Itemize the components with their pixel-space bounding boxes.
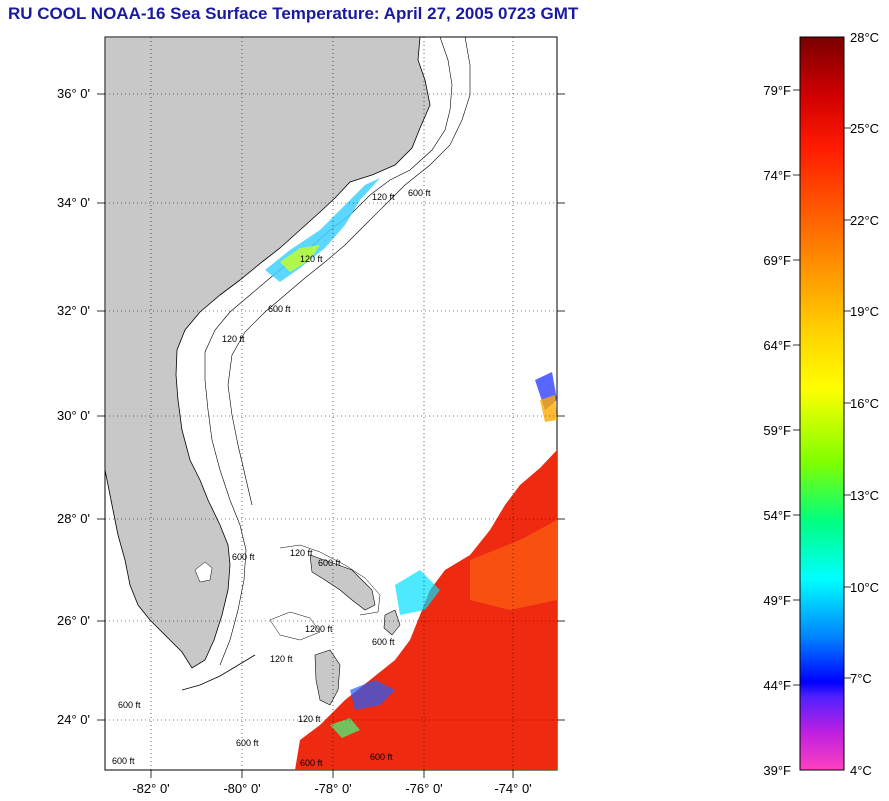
- depth-label: 600 ft: [112, 756, 135, 766]
- depth-label: 120 ft: [300, 254, 323, 264]
- depth-label: 600 ft: [300, 758, 323, 768]
- lat-label: 34° 0': [57, 195, 90, 210]
- colorbar-c-label: 4°C: [850, 763, 872, 778]
- lon-label: -76° 0': [405, 781, 442, 796]
- lon-label: -78° 0': [314, 781, 351, 796]
- colorbar-f-label: 74°F: [763, 168, 791, 183]
- colorbar-c-label: 10°C: [850, 580, 879, 595]
- depth-label: 1200 ft: [305, 624, 333, 634]
- colorbar-f-label: 39°F: [763, 763, 791, 778]
- map-grid: [105, 37, 557, 770]
- depth-label: 120 ft: [298, 714, 321, 724]
- land-us: [105, 37, 431, 669]
- depth-label: 600 ft: [236, 738, 259, 748]
- lat-label: 32° 0': [57, 303, 90, 318]
- colorbar-c-label: 7°C: [850, 671, 872, 686]
- land-bahamas: [309, 554, 376, 611]
- map-panel: 36° 0' 34° 0' 32° 0' 30° 0' 28° 0' 26° 0…: [57, 36, 565, 796]
- colorbar-f-label: 49°F: [763, 593, 791, 608]
- depth-label: 120 ft: [270, 654, 293, 664]
- lat-label: 28° 0': [57, 511, 90, 526]
- depth-label: 600 ft: [372, 637, 395, 647]
- lat-label: 24° 0': [57, 712, 90, 727]
- depth-label: 600 ft: [118, 700, 141, 710]
- colorbar-gradient: [799, 36, 845, 771]
- depth-label: 600 ft: [370, 752, 393, 762]
- depth-label: 600 ft: [268, 304, 291, 314]
- depth-label: 600 ft: [232, 552, 255, 562]
- colorbar-c-label: 13°C: [850, 488, 879, 503]
- depth-label: 120 ft: [290, 548, 313, 558]
- depth-label: 120 ft: [222, 334, 245, 344]
- colorbar-c-label: 22°C: [850, 213, 879, 228]
- map-ticks: [97, 93, 565, 778]
- colorbar-f-label: 54°F: [763, 508, 791, 523]
- lon-label: -82° 0': [132, 781, 169, 796]
- colorbar-c-label: 16°C: [850, 396, 879, 411]
- colorbar-f-label: 59°F: [763, 423, 791, 438]
- lat-label: 26° 0': [57, 613, 90, 628]
- depth-label: 600 ft: [408, 188, 431, 198]
- colorbar-c-label: 19°C: [850, 304, 879, 319]
- colorbar-f-label: 79°F: [763, 83, 791, 98]
- map-title: RU COOL NOAA-16 Sea Surface Temperature:…: [8, 4, 579, 23]
- lon-label: -80° 0': [223, 781, 260, 796]
- colorbar-c-label: 25°C: [850, 121, 879, 136]
- lon-label: -74° 0': [494, 781, 531, 796]
- colorbar-f-label: 64°F: [763, 338, 791, 353]
- depth-label: 600 ft: [318, 558, 341, 568]
- lat-label: 30° 0': [57, 408, 90, 423]
- colorbar-c-label: 28°C: [850, 30, 879, 45]
- colorbar-f-label: 69°F: [763, 253, 791, 268]
- depth-label: 120 ft: [372, 192, 395, 202]
- lat-label: 36° 0': [57, 86, 90, 101]
- colorbar-f-label: 44°F: [763, 678, 791, 693]
- colorbar: 79°F 74°F 69°F 64°F 59°F 54°F 49°F 44°F …: [763, 30, 879, 778]
